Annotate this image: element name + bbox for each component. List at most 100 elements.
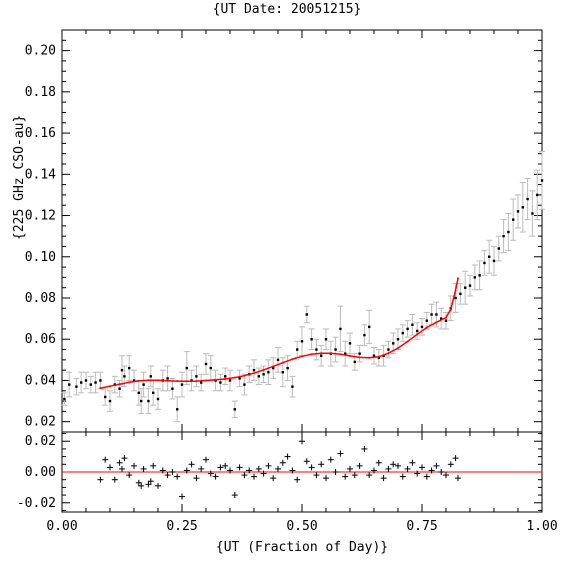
residual-point	[102, 456, 109, 463]
residual-point	[452, 455, 459, 462]
data-point-group	[471, 264, 478, 291]
residual-point	[332, 469, 339, 475]
residual-point	[270, 475, 277, 482]
data-point-group	[428, 303, 435, 326]
data-point-group	[140, 371, 147, 398]
data-point-group	[318, 344, 325, 367]
data-point-group	[164, 365, 171, 392]
data-point	[444, 319, 448, 322]
data-point-group	[371, 346, 377, 365]
residual-point	[323, 475, 329, 482]
data-point	[531, 212, 534, 215]
data-point-group	[83, 371, 89, 390]
data-point	[396, 338, 400, 341]
residual-point	[361, 445, 368, 452]
data-point-group	[457, 283, 464, 305]
data-point	[156, 397, 160, 401]
data-point-group	[87, 375, 94, 394]
data-point-group	[342, 340, 349, 367]
residual-point	[198, 465, 205, 472]
residual-point	[356, 462, 363, 469]
data-point-group	[126, 355, 133, 381]
residual-point	[275, 465, 281, 472]
data-point	[276, 358, 280, 362]
residual-point	[419, 464, 425, 471]
residual-point	[366, 472, 373, 479]
y-tick-label-top-panel: 0.04	[25, 373, 56, 388]
data-point	[512, 218, 515, 221]
data-point-group	[198, 373, 205, 392]
data-point-group	[524, 177, 531, 221]
residual-point	[155, 482, 161, 489]
data-point	[468, 284, 472, 287]
data-point-group	[92, 371, 99, 394]
fit-point	[449, 308, 452, 311]
data-point	[488, 255, 491, 258]
data-point-group	[529, 190, 536, 237]
residual-point	[438, 469, 445, 475]
fit-point	[329, 352, 332, 355]
data-point-group	[332, 336, 339, 363]
data-point	[536, 193, 539, 197]
data-point	[368, 325, 371, 329]
residual-point	[116, 459, 123, 466]
data-point-group	[66, 371, 73, 398]
fit-point	[157, 379, 159, 382]
data-point	[315, 348, 318, 351]
fit-point	[454, 289, 457, 292]
fit-point	[176, 380, 179, 383]
data-point-group	[510, 198, 517, 241]
y-tick-label-top-panel: 0.10	[25, 250, 56, 265]
x-tick-label: 0.75	[406, 519, 437, 534]
data-point	[459, 292, 462, 296]
data-point-group	[203, 353, 209, 375]
fit-point	[368, 356, 371, 359]
data-point-group	[519, 182, 526, 233]
x-axis-label: {UT (Fraction of Day)}	[215, 540, 389, 555]
residual-point	[260, 470, 267, 477]
data-point	[358, 352, 361, 355]
data-point	[507, 230, 510, 234]
data-point-group	[251, 359, 257, 381]
residual-point	[246, 467, 253, 474]
fit-point	[224, 378, 227, 381]
data-point	[149, 375, 152, 378]
data-point	[497, 247, 500, 250]
data-point	[416, 329, 419, 333]
fit-point	[166, 379, 169, 382]
data-point	[430, 313, 433, 316]
fit-point	[205, 379, 207, 382]
residual-point	[347, 465, 353, 472]
data-point	[516, 210, 520, 213]
data-point	[195, 375, 198, 378]
residual-point	[164, 472, 171, 479]
fit-point	[377, 355, 380, 358]
y-tick-label-residual-panel: 0.02	[25, 434, 56, 449]
data-point-group	[303, 305, 310, 324]
data-point-group	[515, 194, 521, 229]
residual-point	[231, 492, 238, 499]
data-point	[152, 391, 155, 395]
residual-point	[193, 475, 200, 482]
fit-point	[147, 379, 150, 382]
data-point-group	[222, 367, 229, 386]
data-point-group	[231, 400, 238, 419]
fit-point	[243, 374, 246, 377]
fit-point	[137, 379, 140, 382]
data-point	[483, 261, 486, 265]
residual-point	[404, 465, 411, 472]
data-point-group	[486, 239, 493, 274]
residual-point	[203, 456, 209, 463]
fit-point	[233, 376, 236, 379]
residual-point	[375, 459, 382, 466]
fit-point	[109, 385, 111, 388]
data-point-group	[419, 318, 425, 336]
residual-point	[284, 453, 291, 460]
residual-point	[390, 461, 397, 468]
fit-point	[406, 340, 409, 343]
fit-point	[118, 383, 121, 386]
data-point	[128, 366, 131, 370]
data-point	[75, 385, 78, 388]
data-point	[257, 375, 260, 378]
